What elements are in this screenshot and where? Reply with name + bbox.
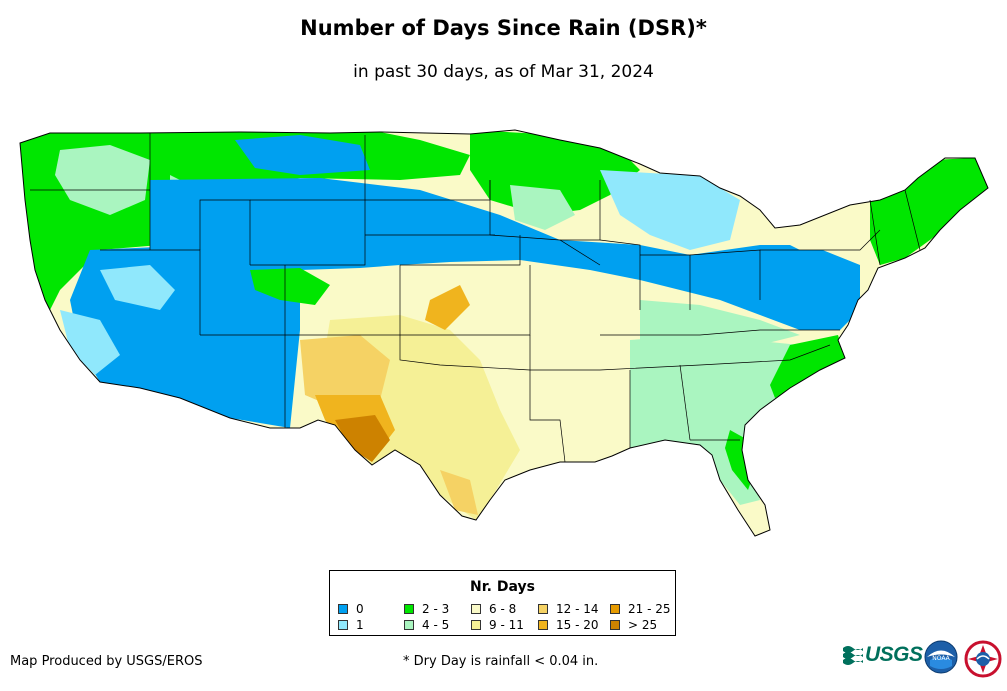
legend-item-2-3: 2 - 3: [404, 602, 449, 616]
legend-item-1: 1: [338, 618, 364, 632]
legend-label: 15 - 20: [556, 618, 599, 632]
legend-item-15-20: 15 - 20: [538, 618, 599, 632]
legend-label: 6 - 8: [489, 602, 517, 616]
region-montana-0: [235, 135, 370, 175]
region-south-texas-12-14: [440, 470, 478, 515]
region-big-bend-21-25: [335, 415, 390, 462]
map-subtitle: in past 30 days, as of Mar 31, 2024: [353, 62, 654, 82]
map-title: Number of Days Since Rain (DSR)*: [300, 16, 707, 40]
legend-swatch: [404, 620, 414, 630]
region-california-1: [60, 310, 120, 375]
region-appalachia-4-5: [640, 300, 800, 345]
legend-item-6-8: 6 - 8: [471, 602, 516, 616]
legend-swatch: [538, 620, 548, 630]
region-colorado-2-3: [250, 268, 330, 305]
legend-label: 0: [356, 602, 364, 616]
legend-item-21-25: 21 - 25: [610, 602, 671, 616]
region-new-jersey-0: [840, 280, 860, 310]
noaa-logo[interactable]: NOAA: [924, 640, 958, 674]
map-credit: Map Produced by USGS/EROS: [10, 654, 203, 669]
legend-swatch: [610, 604, 620, 614]
legend-label: 21 - 25: [628, 602, 671, 616]
nws-logo[interactable]: [964, 640, 1002, 678]
region-michigan-1: [600, 170, 740, 250]
legend: Nr. Days 0 1 2 - 3 4 - 5 6 - 8 9 - 11 12…: [329, 570, 676, 636]
dry-day-footnote: * Dry Day is rainfall < 0.04 in.: [403, 654, 599, 669]
legend-label: 2 - 3: [422, 602, 450, 616]
region-kansas-15-20: [425, 285, 470, 330]
region-northeast-6-8: [770, 200, 880, 250]
legend-swatch: [338, 604, 348, 614]
region-central-0: [150, 178, 860, 330]
region-nevada-1: [100, 265, 175, 310]
legend-swatch: [338, 620, 348, 630]
legend-swatch: [610, 620, 620, 630]
legend-item-12-14: 12 - 14: [538, 602, 599, 616]
region-new-england-2-3: [870, 158, 988, 265]
usgs-logo[interactable]: USGS: [843, 643, 923, 667]
legend-item-9-11: 9 - 11: [471, 618, 524, 632]
legend-swatch: [471, 620, 481, 630]
region-wisconsin-4-5: [510, 185, 575, 230]
legend-title: Nr. Days: [470, 579, 535, 595]
legend-label: 9 - 11: [489, 618, 524, 632]
us-outline: [19, 129, 989, 537]
legend-label: > 25: [628, 618, 658, 632]
region-nm-12-14: [300, 335, 390, 410]
state-boundaries: [30, 133, 921, 463]
legend-label: 4 - 5: [422, 618, 450, 632]
legend-swatch: [404, 604, 414, 614]
legend-item-4-5: 4 - 5: [404, 618, 449, 632]
noaa-label: NOAA: [932, 655, 950, 662]
legend-swatch: [538, 604, 548, 614]
legend-item-0: 0: [338, 602, 364, 616]
usgs-wordmark: USGS: [865, 643, 923, 666]
region-southeast-4-5: [630, 335, 820, 505]
legend-item-gt-25: > 25: [610, 618, 657, 632]
region-carolina-2-3: [770, 335, 845, 398]
legend-swatch: [471, 604, 481, 614]
region-northwest-4-5: [55, 145, 150, 215]
legend-label: 12 - 14: [556, 602, 599, 616]
legend-label: 1: [356, 618, 364, 632]
usgs-wave-icon: [843, 646, 863, 665]
dsr-map: [19, 129, 989, 537]
